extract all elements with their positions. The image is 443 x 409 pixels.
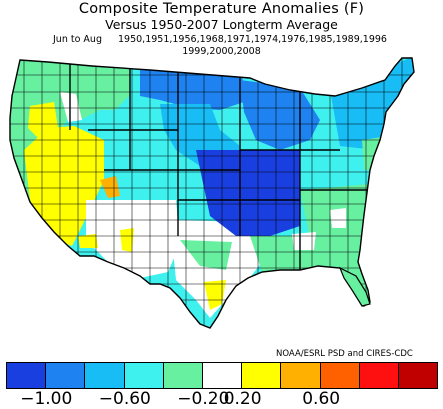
southeast-green-region	[250, 236, 370, 310]
color-scale-bar	[6, 362, 438, 389]
scale-swatch	[359, 363, 399, 388]
scale-swatch	[124, 363, 164, 388]
oregon-yellow-region	[28, 102, 58, 140]
scale-swatch	[46, 363, 86, 388]
utah-orange-region	[100, 176, 120, 198]
scale-tick-label: −0.60	[98, 389, 151, 409]
northeast-cyan-region	[330, 58, 414, 150]
south-texas-yellow-region	[204, 280, 226, 310]
florida-region	[338, 266, 371, 307]
tennessee-white-region	[292, 232, 316, 250]
scale-swatch	[320, 363, 360, 388]
years-line-1: 1950,1951,1956,1968,1971,1974,1976,1985,…	[118, 34, 387, 45]
scale-tick-label: 0.60	[302, 389, 341, 409]
texas-panhandle-green-region	[180, 240, 232, 270]
scale-tick-label: −0.20	[177, 389, 230, 409]
state-boundaries	[69, 62, 370, 270]
idaho-white-region	[60, 92, 82, 122]
scale-swatch	[202, 363, 243, 388]
scale-swatch	[398, 363, 438, 388]
credit-label: NOAA/ESRL PSD and CIRES-CDC	[276, 349, 413, 359]
scale-tick-label: 0.20	[223, 389, 262, 409]
years-line-2: 1999,2000,2008	[182, 46, 261, 57]
map-title: Composite Temperature Anomalies (F)	[78, 1, 365, 17]
northern-plains-blue-region	[140, 70, 250, 110]
scale-swatch	[281, 363, 321, 388]
scale-swatch	[7, 363, 47, 388]
period-label: Jun to Aug	[53, 34, 102, 45]
scale-tick-label: −1.00	[20, 389, 73, 409]
sonoran-yellow-region	[78, 234, 98, 248]
carolinas-white-region	[330, 208, 346, 228]
scale-swatch	[242, 363, 282, 388]
arizona-yellow-region	[120, 228, 134, 252]
map-subtitle: Versus 1950-2007 Longterm Average	[105, 17, 338, 32]
scale-swatch	[163, 363, 203, 388]
scale-swatch	[85, 363, 125, 388]
